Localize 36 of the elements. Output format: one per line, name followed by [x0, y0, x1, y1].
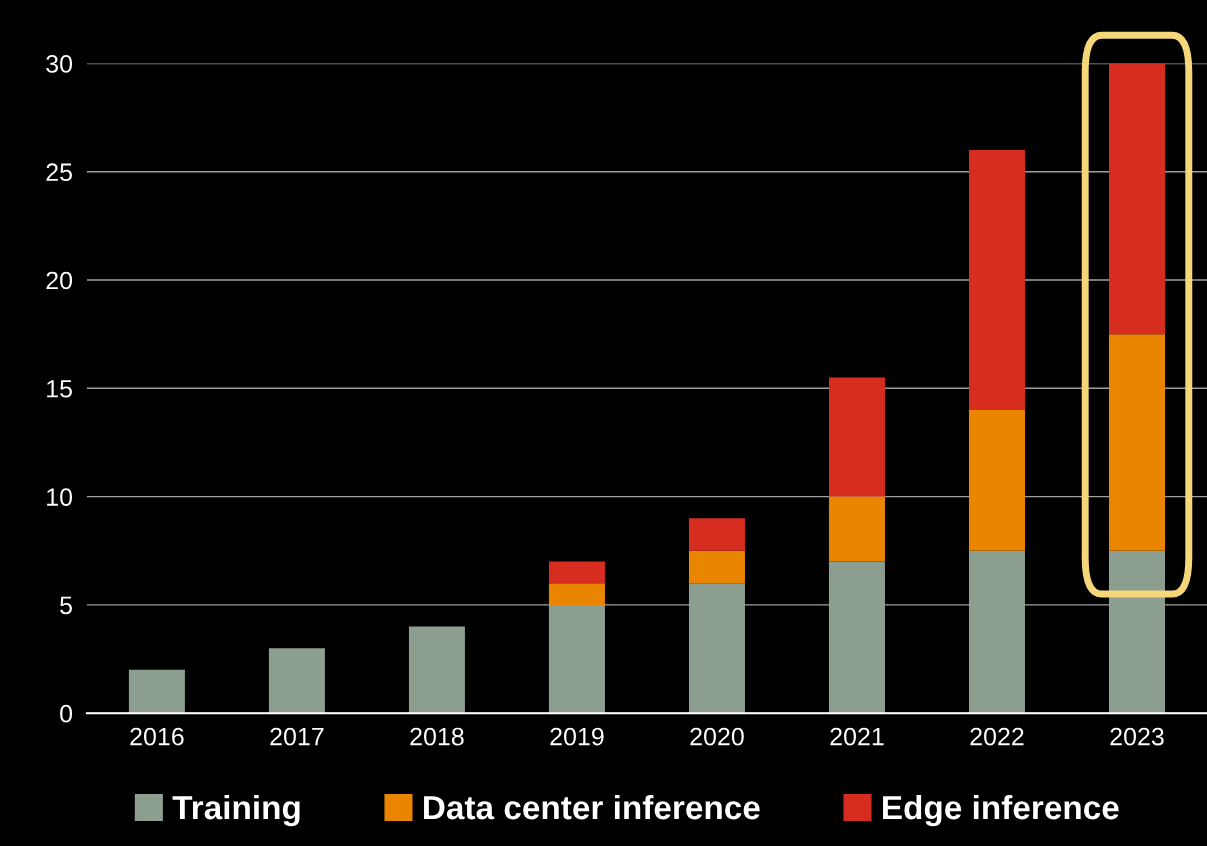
bar [1108, 334, 1165, 551]
bar [828, 496, 885, 562]
x-tick-label: 2019 [550, 727, 604, 746]
x-tick-label: 2016 [130, 727, 184, 746]
bar [828, 561, 885, 714]
y-tick-label: 25 [46, 163, 72, 182]
x-tick-label: 2020 [690, 727, 744, 746]
bar [1108, 63, 1165, 335]
legend-label: Edge inference [883, 794, 1119, 827]
bar [828, 377, 885, 497]
y-tick-label: 10 [47, 488, 73, 506]
bar [548, 583, 605, 605]
y-tick-label: 30 [46, 55, 73, 73]
bar [688, 550, 745, 584]
y-tick-label: 5 [60, 596, 72, 615]
x-tick-label: 2022 [970, 727, 1024, 746]
bar [688, 518, 745, 551]
legend-label: Data center inference [424, 794, 760, 820]
y-tick-label: 20 [46, 271, 73, 290]
x-tick-label: 2021 [830, 727, 884, 746]
x-tick-label: 2018 [410, 727, 464, 746]
x-tick-label: 2017 [270, 727, 324, 746]
bar [408, 626, 465, 714]
bar [548, 561, 605, 584]
bar [1108, 550, 1165, 714]
bar [688, 583, 745, 714]
bar [268, 648, 325, 714]
bar [968, 409, 1025, 551]
bar [128, 669, 185, 714]
bar [968, 150, 1025, 410]
legend-label: Training [172, 794, 300, 827]
bar [968, 550, 1025, 714]
y-tick-label: 15 [47, 380, 72, 398]
x-tick-label: 2023 [1110, 727, 1164, 746]
y-tick-label: 0 [60, 704, 73, 723]
bar [548, 604, 605, 714]
